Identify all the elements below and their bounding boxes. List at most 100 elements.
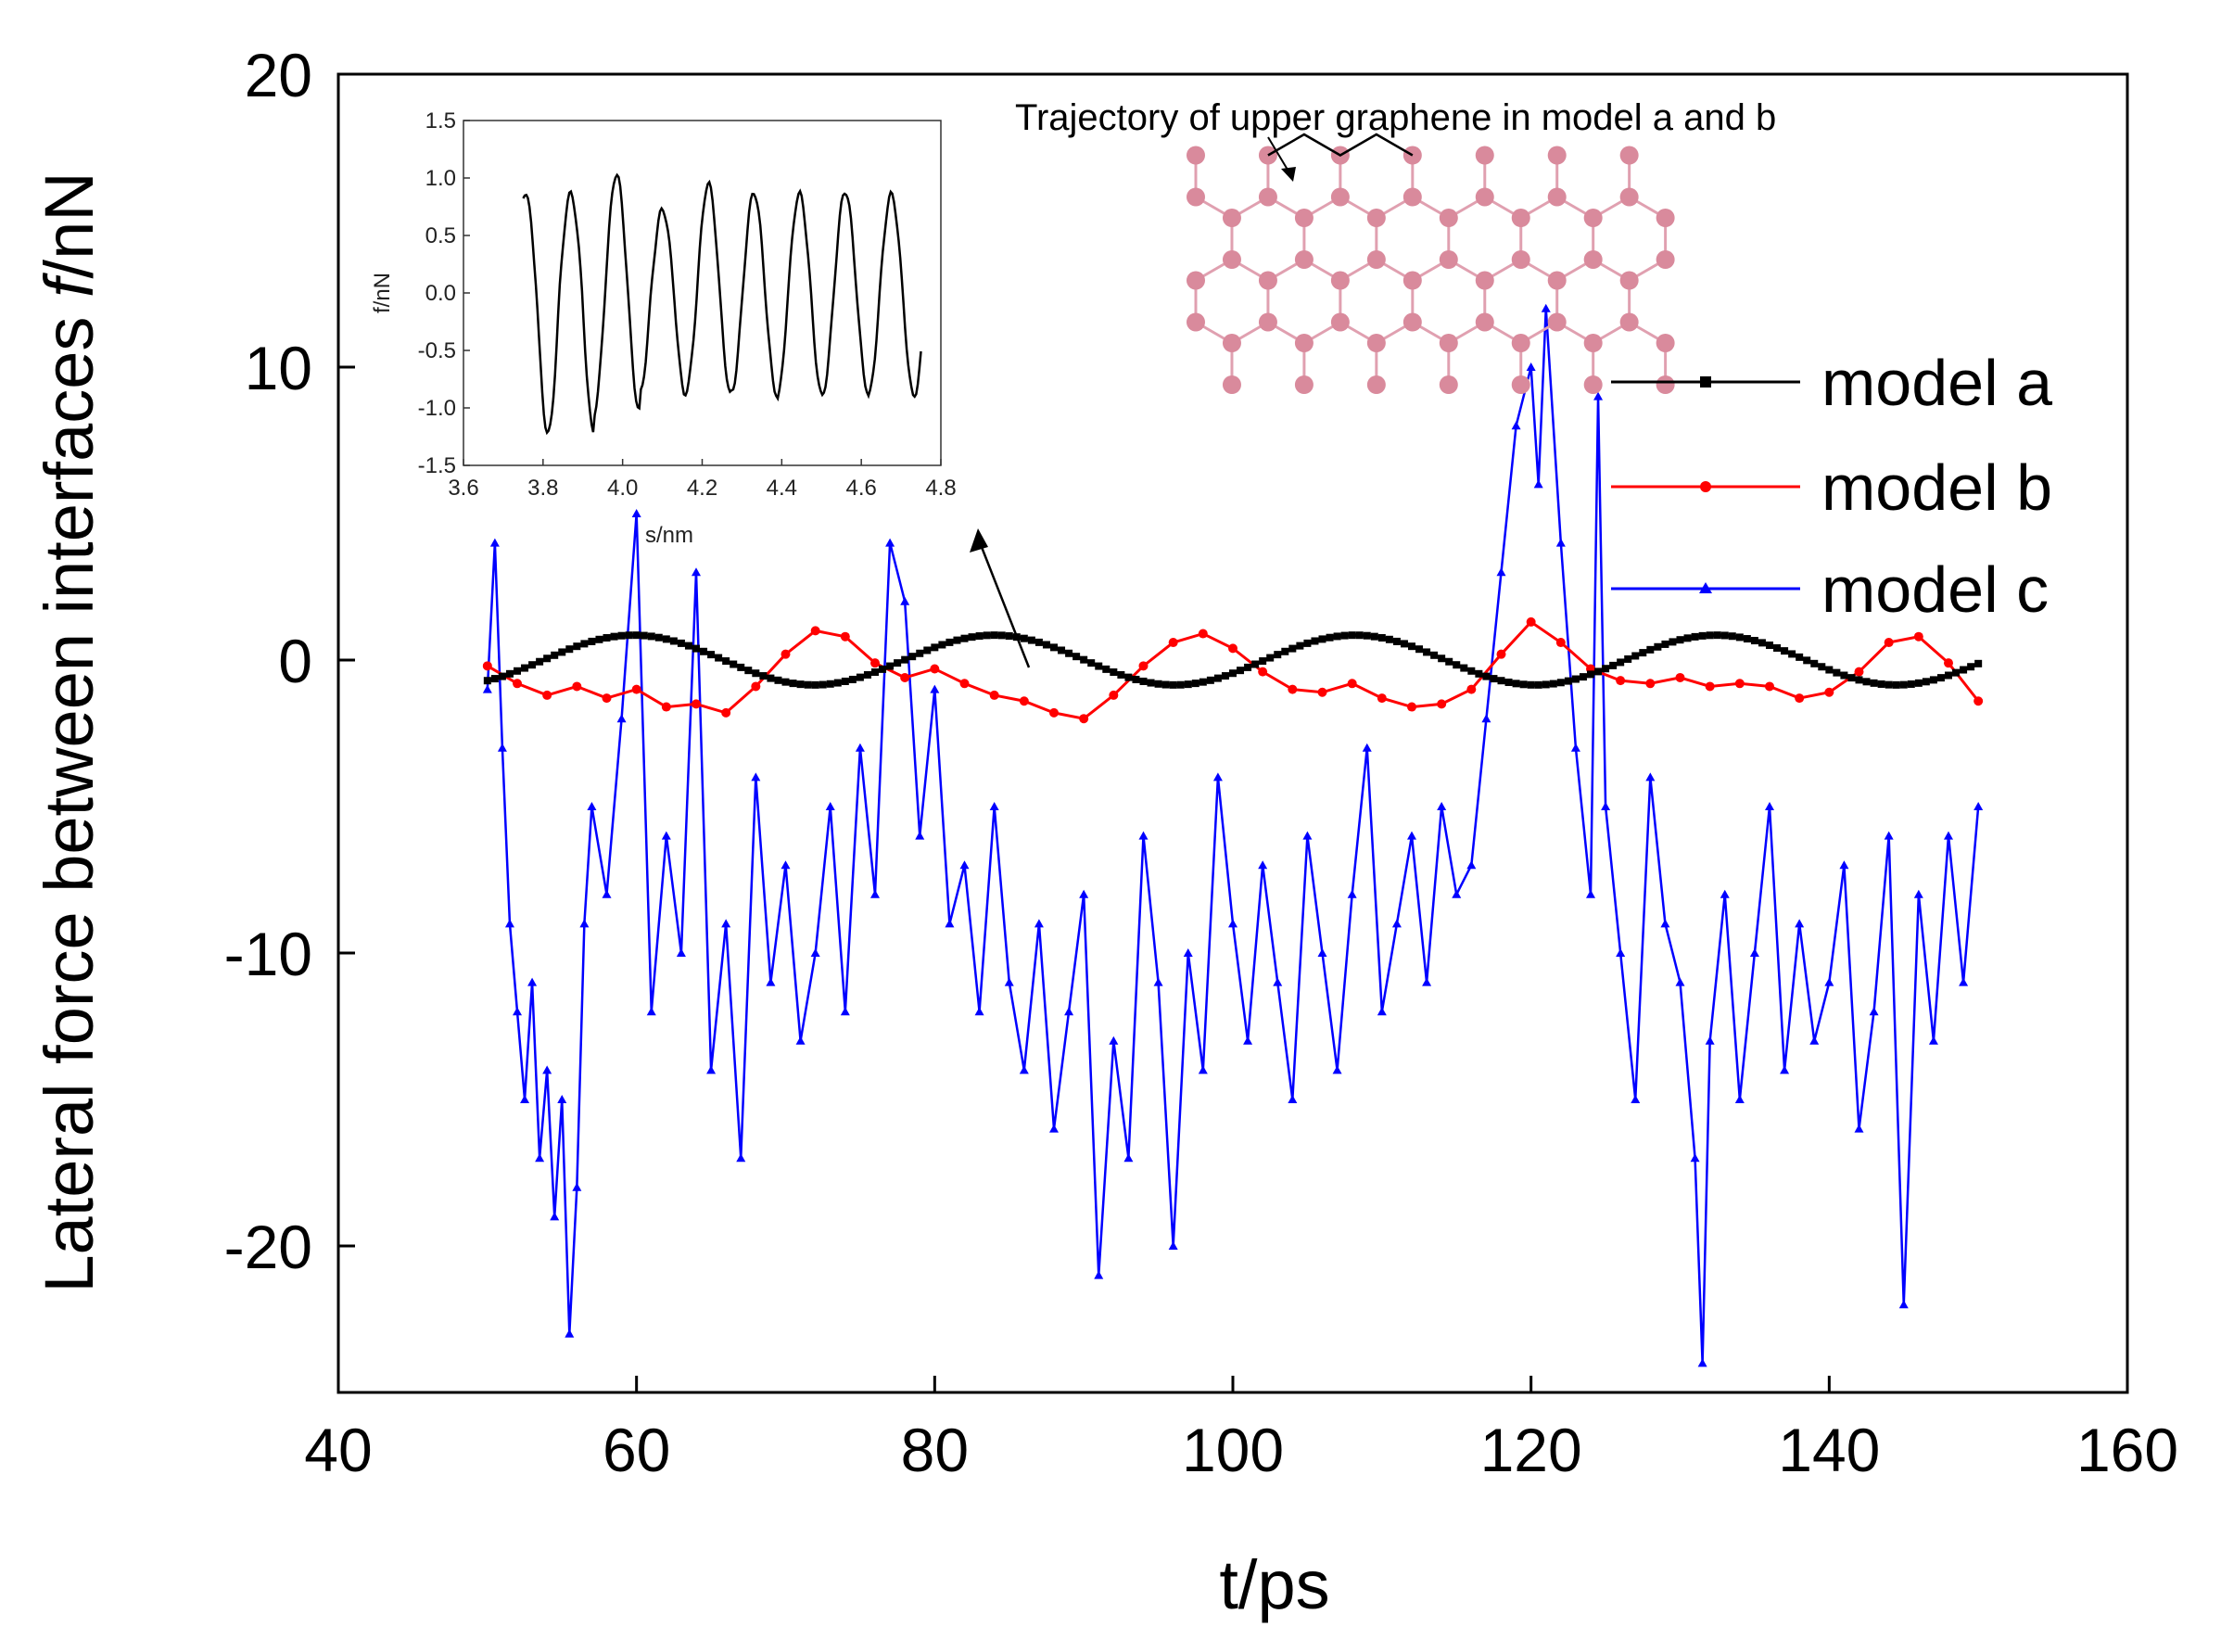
data-point-model-c: [840, 1007, 850, 1016]
data-point-model-c: [1555, 538, 1566, 547]
x-tick-label: 100: [1182, 1416, 1284, 1484]
data-point-model-a: [1370, 632, 1378, 641]
lattice-atom: [1583, 334, 1603, 352]
data-point-model-a: [811, 680, 819, 689]
data-point-model-a: [1318, 635, 1326, 643]
data-point-model-a: [1766, 642, 1773, 650]
data-point-model-c: [1362, 743, 1372, 752]
data-point-model-a: [1669, 638, 1677, 646]
data-point-model-a: [707, 651, 716, 659]
data-point-model-a: [1504, 678, 1513, 686]
data-point-model-c: [535, 1153, 545, 1163]
data-point-model-a: [789, 680, 797, 688]
lattice-atom: [1511, 334, 1530, 352]
inset-x-tick-label: 3.8: [527, 476, 558, 501]
data-point-model-a: [1922, 678, 1930, 686]
data-point-model-a: [863, 670, 871, 679]
data-point-model-c: [513, 1007, 522, 1016]
data-point-model-a: [1877, 680, 1885, 688]
data-point-model-a: [1296, 642, 1304, 650]
data-point-model-b: [781, 649, 791, 659]
inset-ticks: 3.6 3.8 4.0 4.2 4.4 4.6 4.8 1.5 1.0 0.5 0.0 -0.5 -1.…: [418, 108, 957, 501]
lattice-atom: [1511, 209, 1530, 227]
data-point-model-a: [1579, 673, 1587, 681]
lattice-atom: [1222, 209, 1241, 227]
data-point-model-a: [938, 641, 946, 649]
data-point-model-b: [1913, 631, 1923, 642]
data-point-model-b: [513, 679, 522, 689]
data-point-model-c: [489, 538, 500, 547]
lattice-atom: [1656, 334, 1675, 352]
data-point-model-a: [1556, 679, 1565, 687]
inset-y-tick-label: -1.0: [418, 396, 456, 421]
trajectory-annotation: Trajectory of upper graphene in model a …: [1015, 97, 1776, 138]
data-point-model-a: [997, 631, 1006, 640]
data-point-model-a: [1862, 678, 1871, 686]
data-point-model-a: [1132, 675, 1140, 683]
data-point-model-c: [706, 1065, 717, 1074]
data-point-model-a: [1683, 634, 1692, 642]
lattice-atom: [1511, 375, 1530, 394]
lattice-atom: [1222, 334, 1241, 352]
data-point-model-a: [1571, 675, 1580, 683]
data-point-model-a: [1221, 672, 1229, 680]
data-point-model-c: [855, 743, 865, 752]
data-point-model-c: [542, 1065, 552, 1074]
data-point-model-c: [915, 831, 925, 840]
data-point-model-a: [894, 659, 902, 667]
data-point-model-a: [677, 639, 685, 647]
data-point-model-c: [1809, 1036, 1820, 1045]
data-point-model-a: [1960, 666, 1968, 674]
data-point-model-a: [1796, 653, 1804, 661]
data-point-model-a: [1654, 642, 1662, 651]
data-point-model-a: [625, 631, 633, 640]
data-point-model-c: [1407, 831, 1416, 840]
series-model-a: [483, 631, 1983, 689]
data-point-model-a: [1758, 639, 1766, 647]
data-point-model-c: [810, 948, 820, 957]
data-point-model-a: [536, 657, 544, 666]
data-point-model-c: [1273, 977, 1283, 986]
data-point-model-a: [1281, 647, 1289, 655]
data-point-model-a: [1139, 677, 1148, 685]
data-point-model-b: [900, 672, 910, 682]
data-point-model-b: [1616, 676, 1626, 686]
lattice-atom: [1294, 250, 1314, 269]
x-tick-label: 120: [1480, 1416, 1582, 1484]
data-point-model-a: [1095, 662, 1103, 670]
data-point-model-a: [700, 647, 708, 655]
data-point-model-c: [1675, 977, 1685, 986]
lattice-atom: [1294, 334, 1314, 352]
data-point-model-a: [1110, 668, 1118, 677]
lattice-atom: [1475, 146, 1494, 165]
data-point-model-c: [1765, 802, 1774, 810]
data-point-model-a: [603, 634, 611, 642]
inset-y-tick-label: 0.0: [425, 281, 456, 306]
data-point-model-b: [810, 626, 820, 636]
lattice-atom: [1511, 250, 1530, 269]
data-point-model-a: [946, 638, 954, 646]
trajectory-path: [1267, 133, 1414, 157]
data-point-model-c: [1839, 860, 1849, 870]
data-point-model-a: [1124, 673, 1133, 681]
data-point-model-a: [588, 637, 596, 645]
inset-y-title: f/nN: [370, 273, 395, 313]
data-point-model-a: [1706, 631, 1714, 640]
lattice-atom: [1656, 209, 1675, 227]
data-point-model-c: [1094, 1270, 1104, 1279]
data-point-model-b: [631, 684, 641, 694]
lattice-atom: [1547, 312, 1567, 332]
data-point-model-a: [1952, 668, 1961, 677]
data-point-model-c: [1019, 1065, 1029, 1074]
data-point-model-a: [848, 675, 857, 683]
data-point-model-a: [744, 667, 753, 675]
data-point-model-a: [1564, 677, 1572, 685]
data-point-model-b: [959, 679, 970, 689]
data-point-model-b: [1258, 667, 1268, 677]
data-point-model-c: [1616, 948, 1626, 957]
data-point-model-c: [1928, 1036, 1938, 1045]
data-point-model-a: [1490, 675, 1498, 683]
data-point-model-a: [692, 644, 700, 653]
data-point-model-c: [1466, 860, 1477, 870]
data-point-model-a: [551, 651, 559, 659]
